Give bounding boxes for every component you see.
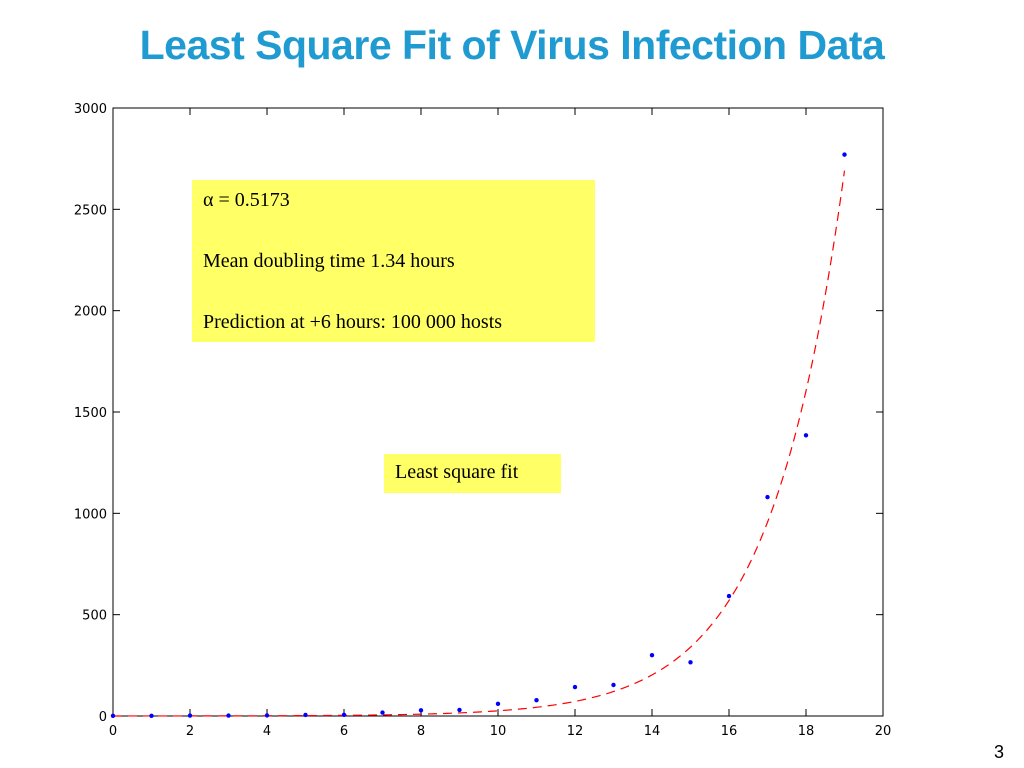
data-point: [572, 684, 578, 690]
x-tick-label: 0: [109, 724, 117, 739]
data-point: [226, 713, 231, 718]
data-point: [380, 710, 385, 715]
x-tick-label: 14: [644, 724, 661, 739]
y-tick-label: 3000: [74, 102, 107, 117]
y-tick-label: 2000: [74, 305, 107, 320]
fit-label: Least square fit: [395, 461, 519, 483]
data-point: [418, 708, 424, 713]
fit-curve: [113, 170, 846, 717]
fit-parameters-box: α = 0.5173 Mean doubling time 1.34 hours…: [192, 180, 595, 342]
doubling-time-text: Mean doubling time 1.34 hours: [203, 250, 455, 272]
y-tick-label: 500: [82, 609, 107, 624]
x-tick-label: 4: [263, 724, 271, 739]
x-tick-label: 20: [875, 724, 892, 739]
y-tick-label: 2500: [74, 203, 107, 218]
data-point: [341, 712, 347, 717]
data-point: [726, 593, 732, 599]
data-point: [534, 697, 539, 703]
data-point: [264, 713, 270, 718]
data-point: [842, 152, 847, 157]
data-point: [803, 433, 809, 438]
x-tick-label: 8: [417, 724, 425, 739]
data-point: [110, 713, 116, 718]
data-point: [765, 494, 770, 500]
prediction-text: Prediction at +6 hours: 100 000 hosts: [203, 311, 503, 333]
x-tick-label: 12: [567, 724, 584, 739]
x-tick-label: 18: [798, 724, 815, 739]
x-tick-label: 10: [490, 724, 507, 739]
page-number: 3: [993, 742, 1004, 762]
data-point: [688, 660, 693, 665]
data-point: [187, 713, 193, 718]
slide-title: Least Square Fit of Virus Infection Data: [139, 22, 885, 68]
x-tick-label: 2: [186, 724, 194, 739]
alpha-value: α = 0.5173: [203, 189, 290, 211]
fit-label-box: Least square fit: [384, 454, 561, 493]
y-tick-label: 1500: [74, 406, 107, 421]
x-tick-label: 16: [721, 724, 738, 739]
y-tick-label: 1000: [74, 507, 107, 522]
data-point: [149, 713, 154, 718]
data-point: [457, 707, 462, 713]
data-point: [303, 712, 308, 718]
x-tick-label: 6: [340, 724, 348, 739]
data-point: [649, 653, 655, 658]
data-point: [611, 682, 616, 688]
y-tick-label: 0: [99, 710, 107, 725]
data-point: [495, 701, 501, 707]
